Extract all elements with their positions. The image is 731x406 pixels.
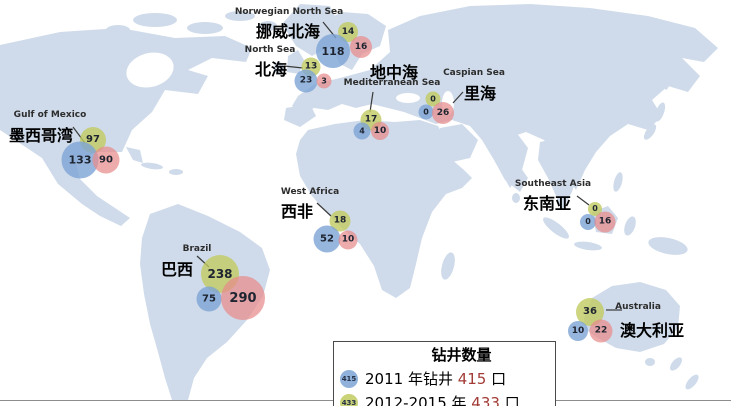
island-arctic-1 xyxy=(133,13,177,27)
region-label-zh: 澳大利亚 xyxy=(619,321,685,340)
bubble-blue: 10 xyxy=(568,321,588,341)
region-label-en: Caspian Sea xyxy=(443,68,505,78)
legend-label-prefix: 2012-2015 年 xyxy=(365,394,472,406)
peninsula-iberia xyxy=(284,104,316,127)
peninsula-southeast-asia xyxy=(538,138,578,210)
region-label-zh: 挪威北海 xyxy=(255,22,321,41)
island-madagascar xyxy=(441,252,455,280)
bubble-blue: 23 xyxy=(294,69,318,93)
legend-row-2011: 415 2011 年钻井 415 口 xyxy=(340,368,549,389)
island-japan-north xyxy=(654,102,666,122)
continent-north-america xyxy=(0,28,252,226)
legend-label-number: 415 xyxy=(457,370,487,388)
legend-swatch-blue: 415 xyxy=(340,369,358,388)
legend-label-number: 433 xyxy=(471,394,500,406)
island-sri-lanka xyxy=(512,193,520,203)
region-label-en: West Africa xyxy=(280,187,340,197)
region-label-zh: 里海 xyxy=(463,84,497,103)
island-ireland xyxy=(274,62,284,74)
continent-eurasia xyxy=(292,4,718,192)
leader-line-caspian xyxy=(452,91,464,104)
legend: 钻井数量 415 2011 年钻井 415 口 433 2012-2015 年 … xyxy=(333,341,556,406)
region-label-en: Mediterranean Sea xyxy=(343,78,441,88)
region-label-zh: 西非 xyxy=(280,202,314,221)
bubble-blue: 133 xyxy=(61,141,99,179)
island-philippines xyxy=(613,172,623,192)
bubble-pink: 10 xyxy=(338,230,358,250)
bubble-blue: 75 xyxy=(196,286,222,312)
legend-label-prefix: 2011 年钻井 xyxy=(365,370,458,388)
island-new-guinea xyxy=(648,237,688,255)
island-hispaniola xyxy=(169,169,183,175)
island-sulawesi xyxy=(624,216,636,236)
legend-title: 钻井数量 xyxy=(431,346,492,364)
bubble-blue: 0 xyxy=(580,214,596,230)
region-label-zh: 地中海 xyxy=(369,63,419,82)
bubble-blue: 0 xyxy=(418,104,434,120)
island-arctic-2 xyxy=(187,22,223,34)
region-label-en: Norwegian North Sea xyxy=(234,7,344,17)
bubble-pink: 290 xyxy=(221,276,265,320)
bubble-pink: 26 xyxy=(432,102,454,124)
island-japan-south xyxy=(643,124,657,140)
region-label-en: Australia xyxy=(615,302,661,312)
region-label-zh: 巴西 xyxy=(160,260,194,279)
island-new-zealand-south xyxy=(685,374,699,390)
region-label-zh: 东南亚 xyxy=(522,194,572,213)
legend-label-2012-2015: 2012-2015 年 433 口 xyxy=(365,392,520,406)
bubble-pink: 90 xyxy=(92,146,120,174)
region-label-en: Southeast Asia xyxy=(514,179,592,189)
region-label-zh: 北海 xyxy=(254,60,288,79)
peninsula-india xyxy=(492,132,528,188)
legend-label-2011: 2011 年钻井 415 口 xyxy=(365,368,506,389)
island-tasmania xyxy=(645,358,655,366)
island-arctic-4 xyxy=(106,25,130,35)
bubble-pink: 10 xyxy=(371,122,389,140)
bubble-pink: 3 xyxy=(316,73,332,89)
peninsula-florida xyxy=(126,147,143,163)
legend-swatch-green: 433 xyxy=(340,393,358,406)
bubble-pink: 16 xyxy=(350,36,372,58)
region-label-en: Brazil xyxy=(182,244,212,254)
legend-label-suffix: 口 xyxy=(486,370,507,388)
region-label-en: North Sea xyxy=(244,45,296,55)
leader-line-north-sea xyxy=(283,65,304,69)
continent-africa xyxy=(296,120,472,298)
leader-line-mediterranean xyxy=(369,91,374,113)
island-arctic-3 xyxy=(225,11,255,21)
island-sakhalin xyxy=(664,66,672,90)
island-iceland xyxy=(259,21,277,31)
bubble-blue: 52 xyxy=(313,225,341,253)
hudson-bay xyxy=(126,52,174,88)
leader-line-west-africa xyxy=(316,202,332,217)
bubble-blue: 118 xyxy=(316,34,350,68)
region-label-zh: 墨西哥湾 xyxy=(8,126,74,145)
bubble-blue: 4 xyxy=(353,122,371,140)
bubble-green: 18 xyxy=(329,210,351,232)
island-sumatra xyxy=(543,217,569,239)
peninsula-arabia xyxy=(440,124,478,162)
island-new-zealand-north xyxy=(670,357,682,371)
legend-label-suffix: 口 xyxy=(499,394,520,406)
bubble-pink: 22 xyxy=(589,319,613,343)
bubble-pink: 16 xyxy=(594,211,616,233)
legend-row-2012-2015: 433 2012-2015 年 433 口 xyxy=(340,392,549,406)
region-label-en: Gulf of Mexico xyxy=(13,110,87,120)
leader-line-southeast-asia xyxy=(576,195,590,206)
black-sea xyxy=(396,93,420,103)
island-cuba xyxy=(141,162,163,170)
island-java xyxy=(574,241,602,251)
